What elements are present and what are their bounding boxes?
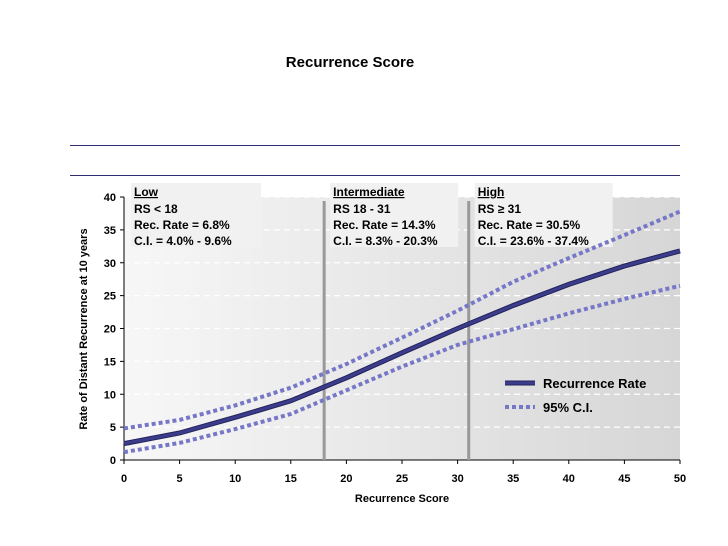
ci-line [123, 209, 681, 431]
ci-line [123, 283, 681, 455]
band-label-line: RS < 18 [134, 202, 178, 216]
x-tick-label: 40 [563, 473, 575, 485]
legend-label-ci: 95% C.I. [543, 400, 593, 415]
x-tick-label: 0 [121, 473, 127, 485]
x-axis-label: Recurrence Score [355, 493, 449, 505]
band-name: Low [134, 185, 159, 199]
y-tick-label: 15 [104, 356, 116, 368]
band-label-line: Rec. Rate = 6.8% [134, 218, 230, 232]
x-tick-label: 10 [229, 473, 241, 485]
x-tick-label: 45 [618, 473, 630, 485]
y-tick-label: 0 [110, 455, 116, 467]
y-tick-label: 25 [104, 291, 116, 303]
y-tick-label: 5 [110, 422, 116, 434]
x-tick-label: 15 [285, 473, 297, 485]
divider-top [70, 145, 680, 146]
band-label-line: RS 18 - 31 [333, 202, 391, 216]
y-tick-label: 30 [104, 258, 116, 270]
band-name: Intermediate [333, 185, 405, 199]
band-label-box [131, 183, 261, 247]
x-tick-label: 50 [674, 473, 686, 485]
x-tick-label: 20 [340, 473, 352, 485]
recurrence-rate-line [123, 249, 681, 446]
y-tick-label: 10 [104, 389, 116, 401]
page-title: Recurrence Score [285, 54, 415, 71]
x-tick-label: 5 [177, 473, 183, 485]
band-label-line: RS ≥ 31 [478, 202, 522, 216]
band-label-line: Rec. Rate = 30.5% [478, 218, 581, 232]
band-label-box [474, 183, 613, 247]
y-tick-label: 40 [104, 192, 116, 204]
divider-bottom [70, 175, 680, 176]
y-tick-label: 20 [104, 324, 116, 336]
x-tick-label: 30 [451, 473, 463, 485]
band-name: High [478, 185, 505, 199]
x-tick-label: 35 [507, 473, 519, 485]
legend-label-rate: Recurrence Rate [543, 376, 646, 391]
y-tick-label: 35 [104, 225, 116, 237]
band-label-line: C.I. = 23.6% - 37.4% [478, 234, 589, 248]
band-label-line: Rec. Rate = 14.3% [333, 218, 436, 232]
band-label-box [330, 183, 459, 247]
band-label-line: C.I. = 4.0% - 9.6% [134, 234, 232, 248]
y-axis-label: Rate of Distant Recurrence at 10 years [78, 228, 90, 429]
band-label-line: C.I. = 8.3% - 20.3% [333, 234, 438, 248]
x-tick-label: 25 [396, 473, 408, 485]
